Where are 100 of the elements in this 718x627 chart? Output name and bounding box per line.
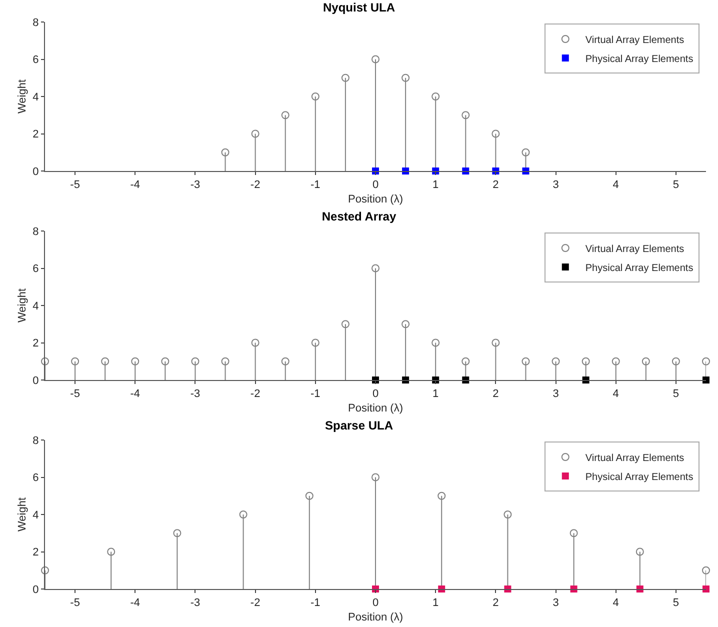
x-tick-label: 3 <box>552 597 559 610</box>
y-tick-label: 8 <box>32 434 39 447</box>
chart-title: Nested Array <box>322 210 396 224</box>
point <box>438 492 446 500</box>
x-axis-title: Position (λ) <box>348 402 404 414</box>
point <box>552 357 560 366</box>
x-tick-label: -4 <box>130 597 140 610</box>
point <box>462 357 470 366</box>
y-tick-label: 0 <box>32 584 39 596</box>
y-tick-label: 8 <box>32 16 39 29</box>
y-tick-label: 4 <box>32 509 39 522</box>
point <box>41 357 49 366</box>
point <box>570 529 578 538</box>
point <box>71 357 80 366</box>
point <box>251 338 260 347</box>
point <box>522 148 530 156</box>
point <box>107 548 116 556</box>
x-tick-label: 2 <box>492 388 499 400</box>
point <box>402 320 410 328</box>
y-tick-label: 6 <box>32 472 39 484</box>
point <box>432 92 440 100</box>
point <box>612 357 620 366</box>
point <box>702 566 710 574</box>
point <box>492 130 500 138</box>
x-axis-title: Position (λ) <box>348 611 404 624</box>
x-tick-label: 3 <box>552 388 559 400</box>
point <box>522 357 530 366</box>
y-tick-label: 8 <box>32 226 39 238</box>
point <box>702 376 710 384</box>
x-tick-label: 4 <box>612 388 619 400</box>
y-axis-title: Weight <box>16 79 28 114</box>
legend-label: Virtual Array Elements <box>585 452 684 464</box>
x-tick-label: 5 <box>672 179 680 192</box>
point <box>372 264 380 272</box>
x-tick-label: 3 <box>552 179 559 192</box>
point <box>191 357 200 366</box>
point <box>221 148 230 156</box>
x-tick-label: -3 <box>190 597 200 610</box>
point <box>131 357 140 366</box>
y-tick-label: 4 <box>32 300 39 312</box>
y-tick-label: 0 <box>32 374 39 387</box>
x-tick-label: -4 <box>130 179 140 192</box>
point <box>492 338 500 347</box>
x-tick-label: 0 <box>372 179 379 192</box>
point <box>504 510 512 518</box>
legend-label: Physical Array Elements <box>585 472 694 483</box>
x-tick-label: -2 <box>250 179 260 192</box>
x-tick-label: -1 <box>310 179 320 192</box>
x-tick-label: -2 <box>250 597 260 610</box>
y-tick-label: 2 <box>32 338 39 350</box>
point <box>173 529 182 538</box>
point <box>221 357 230 366</box>
y-tick-label: 4 <box>32 91 39 104</box>
point <box>311 92 320 100</box>
y-tick-label: 2 <box>32 128 39 141</box>
x-tick-label: -1 <box>310 597 320 610</box>
point <box>372 473 380 482</box>
legend-label: Virtual Array Elements <box>585 34 684 46</box>
point <box>311 338 320 347</box>
x-tick-label: -3 <box>190 388 200 400</box>
point <box>702 357 710 366</box>
point <box>582 357 590 366</box>
x-tick-label: 1 <box>432 179 439 192</box>
point <box>432 338 440 347</box>
point <box>341 320 350 328</box>
x-tick-label: 4 <box>612 179 619 192</box>
x-tick-label: -4 <box>130 388 140 400</box>
x-tick-label: 0 <box>372 597 379 610</box>
x-tick-label: -1 <box>310 388 320 400</box>
chart-title: Sparse ULA <box>324 418 394 433</box>
point <box>672 357 680 366</box>
y-axis-title: Weight <box>16 497 28 532</box>
point <box>251 130 260 138</box>
point <box>101 357 110 366</box>
x-tick-label: 2 <box>492 179 499 192</box>
x-tick-label: 5 <box>672 388 680 400</box>
x-tick-label: 1 <box>432 388 439 400</box>
point <box>702 586 710 592</box>
point <box>341 74 350 82</box>
x-tick-label: 5 <box>672 597 680 610</box>
y-tick-label: 0 <box>32 166 39 178</box>
point <box>372 55 380 64</box>
y-tick-label: 2 <box>32 546 39 559</box>
point <box>239 510 248 518</box>
point <box>161 357 170 366</box>
point <box>402 74 410 82</box>
point <box>41 566 49 574</box>
y-axis-title: Weight <box>16 288 28 323</box>
y-tick-label: 6 <box>32 263 39 276</box>
point <box>636 548 644 556</box>
x-tick-label: -5 <box>70 597 80 610</box>
x-tick-label: 1 <box>432 597 439 610</box>
point <box>281 357 290 366</box>
x-axis-title: Position (λ) <box>348 193 404 206</box>
legend-label: Physical Array Elements <box>585 262 694 274</box>
x-tick-label: -2 <box>250 388 260 400</box>
x-tick-label: -5 <box>70 179 80 192</box>
point <box>305 492 314 500</box>
y-tick-label: 6 <box>32 54 39 66</box>
chart-title: Nyquist ULA <box>323 0 396 15</box>
